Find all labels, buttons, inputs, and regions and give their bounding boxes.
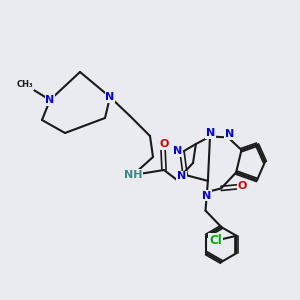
Text: N: N (45, 95, 55, 105)
Text: N: N (173, 146, 182, 156)
Text: N: N (105, 92, 115, 102)
Text: N: N (206, 128, 215, 139)
Text: O: O (160, 140, 169, 149)
Text: O: O (237, 181, 247, 191)
Text: N: N (202, 190, 211, 201)
Text: N: N (225, 129, 234, 140)
Text: Cl: Cl (209, 234, 222, 247)
Text: CH₃: CH₃ (16, 80, 33, 89)
Text: N: N (177, 171, 186, 182)
Text: NH: NH (124, 170, 142, 180)
